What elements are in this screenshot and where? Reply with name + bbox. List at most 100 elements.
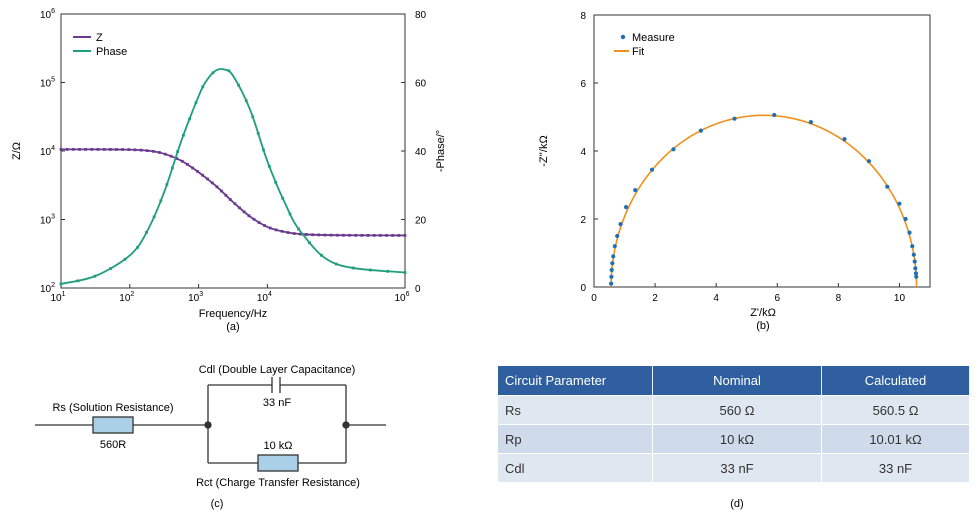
series-marker-z — [311, 233, 315, 237]
parameter-table: Circuit Parameter Nominal Calculated Rs … — [498, 366, 970, 482]
series-marker-phase — [76, 279, 80, 283]
measure-point — [612, 244, 617, 249]
caption-b: (b) — [756, 320, 769, 332]
rs-value: 560R — [100, 439, 126, 451]
series-marker-z — [298, 232, 302, 236]
chart-b-y-ticks: 0 2 4 6 8 — [580, 11, 598, 294]
measure-point — [609, 267, 614, 273]
chart-a-y-left-tick-label: 104 — [40, 145, 55, 158]
chart-a-x-tick-label: 103 — [188, 291, 203, 304]
series-marker-z — [84, 147, 88, 151]
series-marker-phase — [237, 83, 240, 87]
series-marker-z — [372, 233, 376, 237]
series-marker-phase — [256, 131, 260, 135]
resistor-rct — [257, 454, 299, 472]
chart-a-x-tick-label: 102 — [119, 291, 134, 304]
measure-point — [671, 147, 676, 152]
rct-label: Rct (Charge Transfer Resistance) — [196, 477, 360, 489]
table-header-row: Circuit Parameter Nominal Calculated — [498, 366, 970, 396]
series-marker-phase — [281, 196, 285, 200]
series-marker-z — [201, 173, 205, 177]
measure-point — [732, 116, 737, 121]
chart-a-y-left-tick-label: 103 — [40, 214, 55, 227]
series-marker-z — [403, 234, 407, 237]
chart-a-y-right-tick-label: 80 — [415, 10, 427, 21]
chart-a-y-right-ticks: 0 20 40 60 80 — [401, 10, 427, 295]
series-marker-z — [323, 233, 327, 237]
chart-a-x-tick-label: 104 — [257, 291, 272, 304]
series-marker-phase — [165, 183, 169, 186]
table-row: Rp 10 kΩ 10.01 kΩ — [498, 424, 970, 454]
series-marker-z — [348, 233, 351, 237]
chart-b-y-tick-label: 6 — [580, 79, 586, 90]
series-marker-z — [247, 214, 251, 218]
cell-calculated: 33 nF — [821, 453, 970, 482]
measure-point — [910, 244, 915, 249]
series-marker-phase — [227, 69, 231, 73]
series-marker-z — [180, 159, 184, 163]
series-marker-z — [206, 177, 209, 181]
series-line-z — [60, 148, 406, 237]
measure-point — [903, 216, 908, 222]
chart-b-y-tick-label: 2 — [580, 215, 586, 226]
chart-a-x-ticks: 101 102 103 104 106 — [50, 284, 410, 304]
series-marker-z — [215, 185, 219, 189]
series-marker-phase — [297, 227, 300, 231]
series-marker-phase — [170, 166, 174, 170]
chart-b-y-tick-label: 4 — [580, 147, 586, 158]
chart-b-y-label: -Z''/kΩ — [538, 135, 550, 166]
rs-label: Rs (Solution Resistance) — [52, 402, 173, 414]
measure-point — [623, 205, 629, 210]
series-marker-z — [354, 233, 358, 237]
measure-point — [897, 201, 902, 206]
series-marker-phase — [319, 253, 323, 257]
header-nominal: Nominal — [652, 366, 822, 396]
series-marker-phase — [211, 71, 215, 75]
measure-point — [611, 254, 616, 259]
chart-b-x-ticks: 0 2 4 6 8 10 — [591, 283, 905, 304]
chart-b-frame — [593, 14, 931, 288]
series-marker-z — [286, 231, 290, 234]
series-marker-z — [186, 163, 189, 166]
measure-point — [609, 274, 614, 279]
series-marker-phase — [368, 268, 372, 272]
series-marker-phase — [194, 101, 198, 105]
series-marker-z — [59, 147, 63, 151]
series-marker-z — [280, 229, 284, 233]
measure-point — [913, 266, 918, 271]
measure-point — [698, 128, 704, 133]
cdl-value: 33 nF — [263, 397, 291, 409]
chart-b-x-label: Z'/kΩ — [750, 307, 776, 319]
chart-a-x-tick-label: 106 — [394, 291, 409, 304]
cell-nominal: 560 Ω — [652, 395, 822, 425]
series-marker-z — [224, 193, 228, 197]
measure-point — [633, 188, 638, 193]
chart-a-y-left-tick-label: 102 — [40, 282, 55, 295]
chart-b-x-tick-label: 8 — [836, 293, 842, 304]
measure-point — [649, 167, 655, 172]
cell-calculated: 560.5 Ω — [821, 395, 970, 425]
series-marker-z — [263, 224, 266, 227]
series-marker-phase — [201, 85, 205, 89]
series-marker-phase — [182, 133, 185, 137]
measure-point — [907, 230, 912, 235]
series-marker-phase — [274, 180, 278, 184]
measure-point — [842, 137, 847, 142]
measure-point — [609, 281, 614, 286]
series-marker-z — [220, 189, 223, 193]
table-row: Rs 560 Ω 560.5 Ω — [498, 395, 970, 425]
cdl-label: Cdl (Double Layer Capacitance) — [199, 364, 356, 376]
header-calculated: Calculated — [821, 366, 970, 396]
node-right — [342, 421, 350, 429]
series-marker-z — [268, 226, 272, 230]
fit-curve — [610, 114, 918, 288]
series-marker-phase — [188, 117, 191, 121]
series-marker-phase — [109, 267, 112, 271]
caption-a: (a) — [226, 321, 239, 333]
cell-param: Rs — [498, 395, 653, 425]
chart-a-y-right-tick-label: 0 — [415, 284, 421, 295]
chart-b-x-tick-label: 6 — [774, 293, 780, 304]
series-marker-z — [175, 157, 179, 160]
chart-b-x-tick-label: 0 — [591, 293, 597, 304]
